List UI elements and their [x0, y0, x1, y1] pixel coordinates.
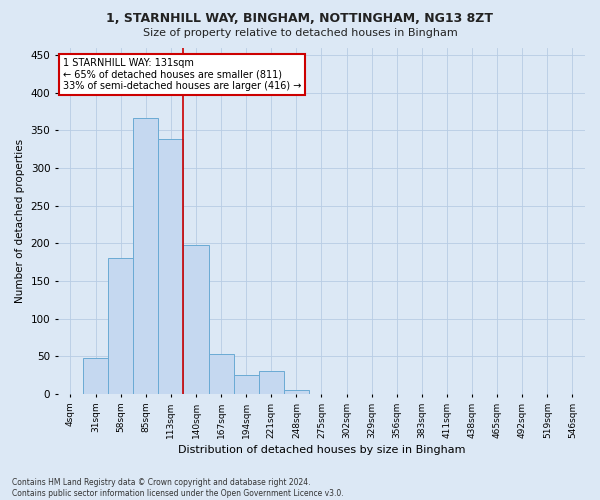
Bar — [284, 390, 309, 394]
Bar — [83, 358, 108, 394]
Text: 1, STARNHILL WAY, BINGHAM, NOTTINGHAM, NG13 8ZT: 1, STARNHILL WAY, BINGHAM, NOTTINGHAM, N… — [107, 12, 493, 26]
Y-axis label: Number of detached properties: Number of detached properties — [15, 138, 25, 303]
X-axis label: Distribution of detached houses by size in Bingham: Distribution of detached houses by size … — [178, 445, 465, 455]
Bar — [233, 375, 259, 394]
Bar — [259, 372, 284, 394]
Text: Contains HM Land Registry data © Crown copyright and database right 2024.
Contai: Contains HM Land Registry data © Crown c… — [12, 478, 344, 498]
Bar — [158, 140, 184, 394]
Text: 1 STARNHILL WAY: 131sqm
← 65% of detached houses are smaller (811)
33% of semi-d: 1 STARNHILL WAY: 131sqm ← 65% of detache… — [63, 58, 302, 91]
Bar — [133, 118, 158, 394]
Text: Size of property relative to detached houses in Bingham: Size of property relative to detached ho… — [143, 28, 457, 38]
Bar — [108, 258, 133, 394]
Bar — [209, 354, 233, 394]
Bar — [184, 245, 209, 394]
